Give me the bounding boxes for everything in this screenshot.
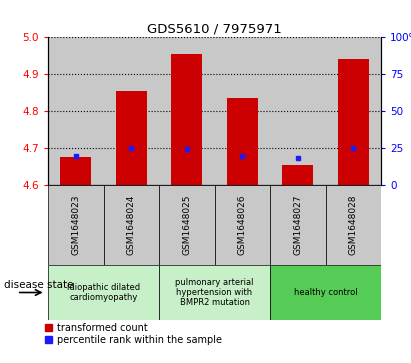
Bar	[326, 37, 381, 185]
Text: GSM1648025: GSM1648025	[182, 195, 191, 255]
Text: GSM1648024: GSM1648024	[127, 195, 136, 255]
Bar	[159, 265, 270, 320]
Bar	[270, 37, 326, 185]
Bar	[282, 165, 313, 185]
Bar	[159, 37, 215, 185]
Text: GSM1648028: GSM1648028	[349, 195, 358, 255]
Bar	[60, 157, 91, 185]
Bar	[326, 185, 381, 265]
Bar	[116, 91, 146, 185]
Text: pulmonary arterial
hypertension with
BMPR2 mutation: pulmonary arterial hypertension with BMP…	[175, 278, 254, 307]
Bar	[48, 37, 104, 185]
Bar	[270, 265, 381, 320]
Title: GDS5610 / 7975971: GDS5610 / 7975971	[147, 23, 282, 36]
Text: GSM1648027: GSM1648027	[293, 195, 302, 255]
Bar	[159, 185, 215, 265]
Bar	[215, 185, 270, 265]
Text: GSM1648023: GSM1648023	[71, 195, 80, 255]
Bar	[104, 37, 159, 185]
Legend: transformed count, percentile rank within the sample: transformed count, percentile rank withi…	[45, 323, 222, 345]
Bar	[171, 54, 202, 185]
Text: idiopathic dilated
cardiomyopathy: idiopathic dilated cardiomyopathy	[67, 283, 140, 302]
Bar	[338, 59, 369, 185]
Bar	[48, 185, 104, 265]
Bar	[215, 37, 270, 185]
Text: GSM1648026: GSM1648026	[238, 195, 247, 255]
Bar	[104, 185, 159, 265]
Text: healthy control: healthy control	[294, 288, 357, 297]
Bar	[270, 185, 326, 265]
Bar	[48, 265, 159, 320]
Text: disease state: disease state	[4, 280, 74, 290]
Bar	[227, 98, 258, 185]
